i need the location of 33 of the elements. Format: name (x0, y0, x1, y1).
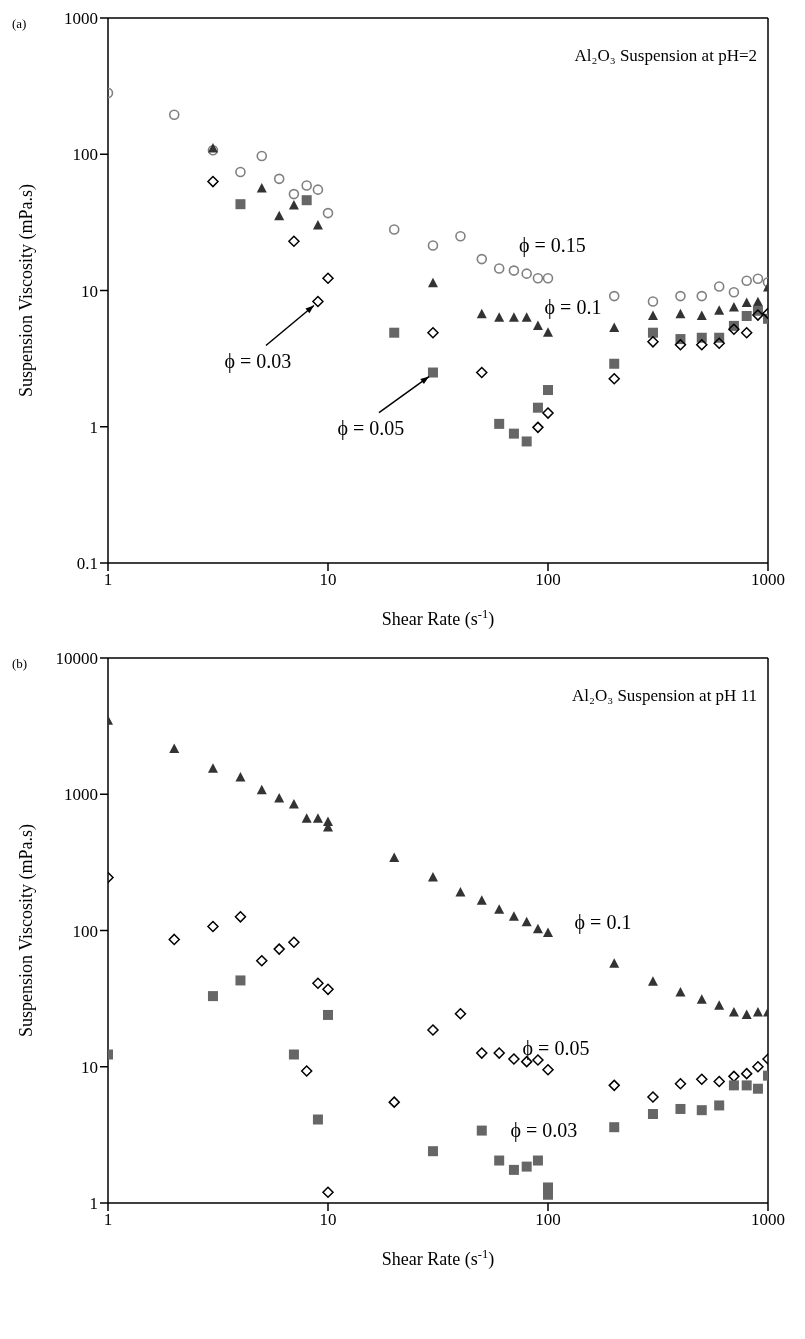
x-tick-label: 100 (535, 1210, 561, 1230)
x-tick-label: 1000 (751, 570, 785, 590)
text: Al₂O₃ Suspension at pH=2 (574, 46, 757, 66)
text: (b) (12, 656, 28, 672)
y-tick-label: 1000 (64, 9, 98, 29)
x-axis-title: Shear Rate (s$^{-1}$) (381, 1247, 495, 1270)
x-axis-title: Shear Rate (s$^{-1}$) (381, 607, 495, 630)
series-label: ϕ = 0.03 (510, 1119, 578, 1143)
x-tick-label: 1 (103, 1210, 113, 1230)
y-tick-label: 0.1 (76, 554, 98, 574)
x-tick-label: 1000 (751, 1210, 785, 1230)
y-tick-label: 10 (81, 1057, 98, 1077)
annotation: ϕ = 0.03 (224, 350, 292, 374)
x-tick-label: 100 (535, 570, 561, 590)
x-tick-label: 10 (319, 1210, 337, 1230)
x-tick-label: 1 (103, 570, 113, 590)
text: Al₂O₃ Suspension at pH 11 (572, 686, 757, 706)
series-label: ϕ = 0.05 (522, 1037, 590, 1061)
annotation: ϕ = 0.05 (337, 417, 405, 441)
y-tick-label: 100 (72, 145, 98, 165)
y-axis-title: Suspension Viscosity (mPa.s) (16, 823, 38, 1038)
series-label: ϕ = 0.1 (574, 910, 632, 934)
text: (a) (12, 16, 27, 32)
series-label: ϕ = 0.15 (519, 233, 586, 257)
y-tick-label: 10000 (55, 649, 98, 669)
x-tick-label: 10 (319, 570, 337, 590)
series-label: ϕ = 0.1 (544, 296, 602, 320)
y-tick-label: 1 (89, 417, 98, 437)
y-tick-label: 10 (81, 281, 98, 301)
y-tick-label: 1 (89, 1194, 98, 1214)
y-axis-title: Suspension Viscosity (mPa.s) (16, 183, 38, 398)
y-tick-label: 1000 (64, 785, 98, 805)
y-tick-label: 100 (72, 921, 98, 941)
